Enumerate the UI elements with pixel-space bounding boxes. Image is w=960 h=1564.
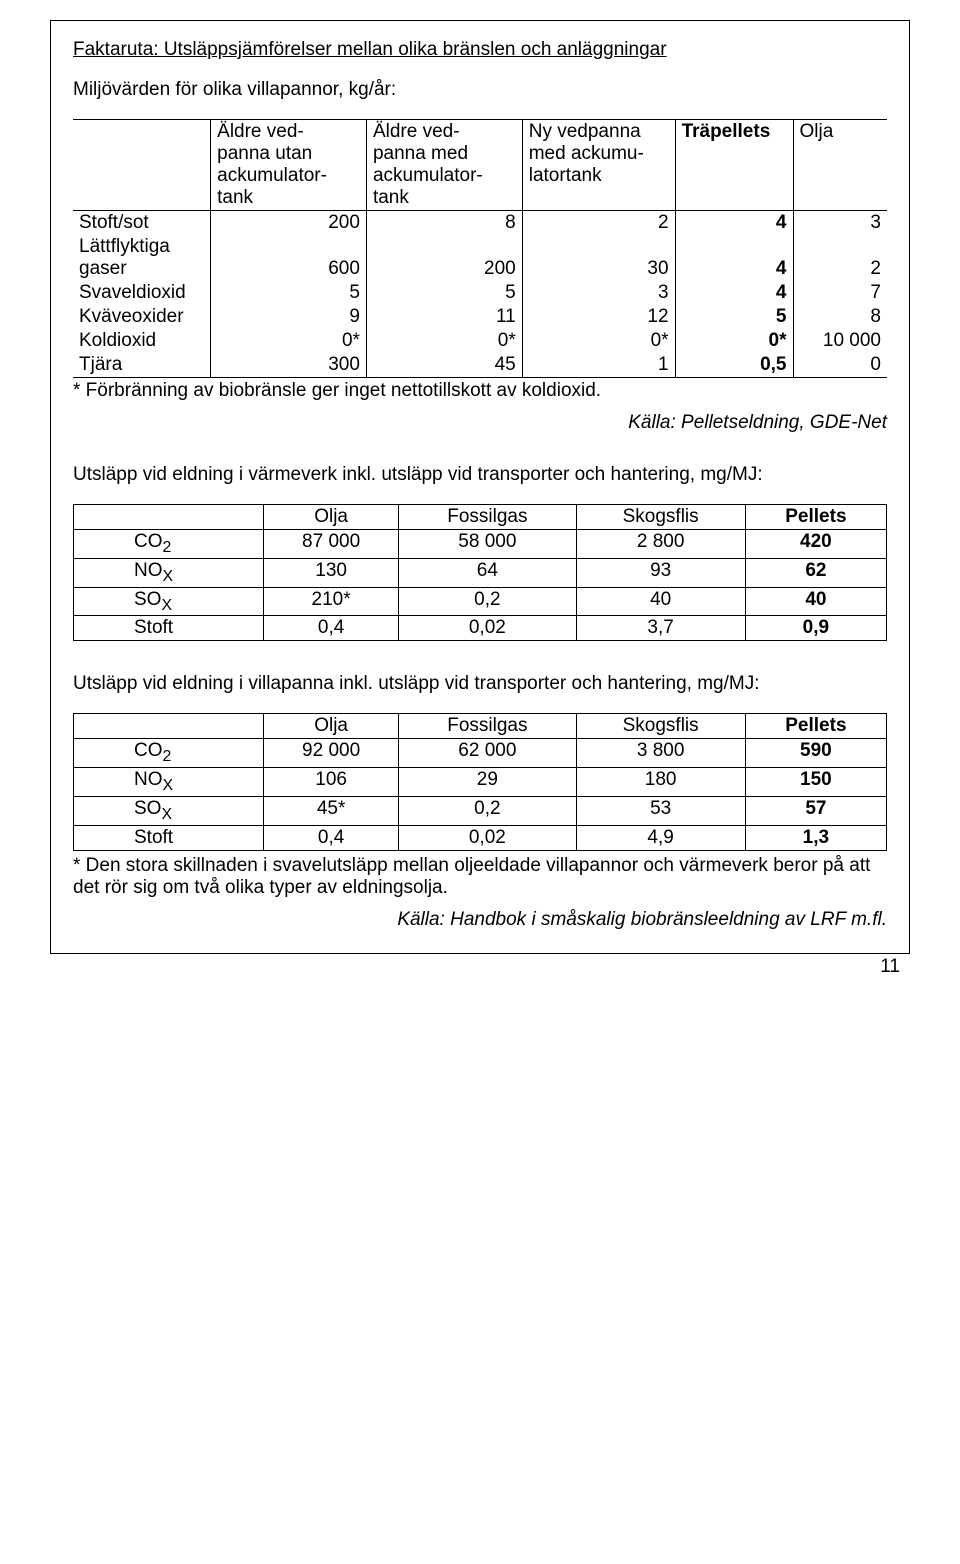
table2-h4: Pellets <box>745 505 886 530</box>
row-label: CO2 <box>74 530 264 559</box>
table1-h1: Äldre ved-panna utanackumulator-tank <box>211 120 367 211</box>
table-row: Stoft 0,4 0,02 3,7 0,9 <box>74 616 887 641</box>
table1-h5: Olja <box>793 120 887 211</box>
table-row: Stoft/sot 200 8 2 4 3 <box>73 211 887 236</box>
table3-h2: Fossilgas <box>399 714 576 739</box>
source-3: Källa: Handbok i småskalig biobränsleeld… <box>73 909 887 931</box>
footnote-3: * Den stora skillnaden i svavelutsläpp m… <box>73 855 887 899</box>
table-row: Koldioxid 0* 0* 0* 0* 10 000 <box>73 329 887 353</box>
table-row: Tjära 300 45 1 0,5 0 <box>73 353 887 378</box>
table2-h2: Fossilgas <box>399 505 576 530</box>
row-label: Svaveldioxid <box>73 281 211 305</box>
table2-h1: Olja <box>264 505 399 530</box>
footnote-1: * Förbränning av biobränsle ger inget ne… <box>73 380 887 402</box>
table3-h0 <box>74 714 264 739</box>
source-1: Källa: Pelletseldning, GDE-Net <box>73 412 887 434</box>
table3-h1: Olja <box>264 714 399 739</box>
subhead-3: Utsläpp vid eldning i villapanna inkl. u… <box>73 673 887 695</box>
row-label: NOX <box>74 768 264 797</box>
row-label: Tjära <box>73 353 211 378</box>
row-label: SOX <box>74 796 264 825</box>
table1-h0 <box>73 120 211 211</box>
table2-h0 <box>74 505 264 530</box>
table-row: NOX 106 29 180 150 <box>74 768 887 797</box>
table1-h4: Träpellets <box>675 120 793 211</box>
row-label: CO2 <box>74 739 264 768</box>
table-varmeverk: Olja Fossilgas Skogsflis Pellets CO2 87 … <box>73 504 887 641</box>
table1-header-row: Äldre ved-panna utanackumulator-tank Äld… <box>73 120 887 211</box>
table1-h3: Ny vedpannamed ackumu-latortank <box>522 120 675 211</box>
row-label: Stoft <box>74 616 264 641</box>
table-row: CO2 92 000 62 000 3 800 590 <box>74 739 887 768</box>
table-row: SOX 45* 0,2 53 57 <box>74 796 887 825</box>
table1-h2: Äldre ved-panna medackumulator-tank <box>366 120 522 211</box>
table3-header-row: Olja Fossilgas Skogsflis Pellets <box>74 714 887 739</box>
table-row: Svaveldioxid 5 5 3 4 7 <box>73 281 887 305</box>
page: Faktaruta: Utsläppsjämförelser mellan ol… <box>0 0 960 984</box>
table2-h3: Skogsflis <box>576 505 745 530</box>
table2-header-row: Olja Fossilgas Skogsflis Pellets <box>74 505 887 530</box>
table-row: SOX 210* 0,2 40 40 <box>74 587 887 616</box>
table-row: NOX 130 64 93 62 <box>74 558 887 587</box>
row-label: Stoft <box>74 825 264 850</box>
fact-box: Faktaruta: Utsläppsjämförelser mellan ol… <box>50 20 910 954</box>
table-row: Lättflyktigagaser 600 200 30 4 2 <box>73 235 887 281</box>
row-label: NOX <box>74 558 264 587</box>
row-label: Lättflyktigagaser <box>73 235 211 281</box>
table-villapanna: Olja Fossilgas Skogsflis Pellets CO2 92 … <box>73 713 887 850</box>
table3-h3: Skogsflis <box>576 714 745 739</box>
box-title: Faktaruta: Utsläppsjämförelser mellan ol… <box>73 39 887 61</box>
table-villapannor: Äldre ved-panna utanackumulator-tank Äld… <box>73 119 887 378</box>
page-number: 11 <box>880 956 900 978</box>
table-row: CO2 87 000 58 000 2 800 420 <box>74 530 887 559</box>
table3-h4: Pellets <box>745 714 886 739</box>
row-label: Stoft/sot <box>73 211 211 236</box>
row-label: Koldioxid <box>73 329 211 353</box>
row-label: SOX <box>74 587 264 616</box>
table-row: Stoft 0,4 0,02 4,9 1,3 <box>74 825 887 850</box>
subhead-1: Miljövärden för olika villapannor, kg/år… <box>73 79 887 101</box>
subhead-2: Utsläpp vid eldning i värmeverk inkl. ut… <box>73 464 887 486</box>
row-label: Kväveoxider <box>73 305 211 329</box>
table-row: Kväveoxider 9 11 12 5 8 <box>73 305 887 329</box>
